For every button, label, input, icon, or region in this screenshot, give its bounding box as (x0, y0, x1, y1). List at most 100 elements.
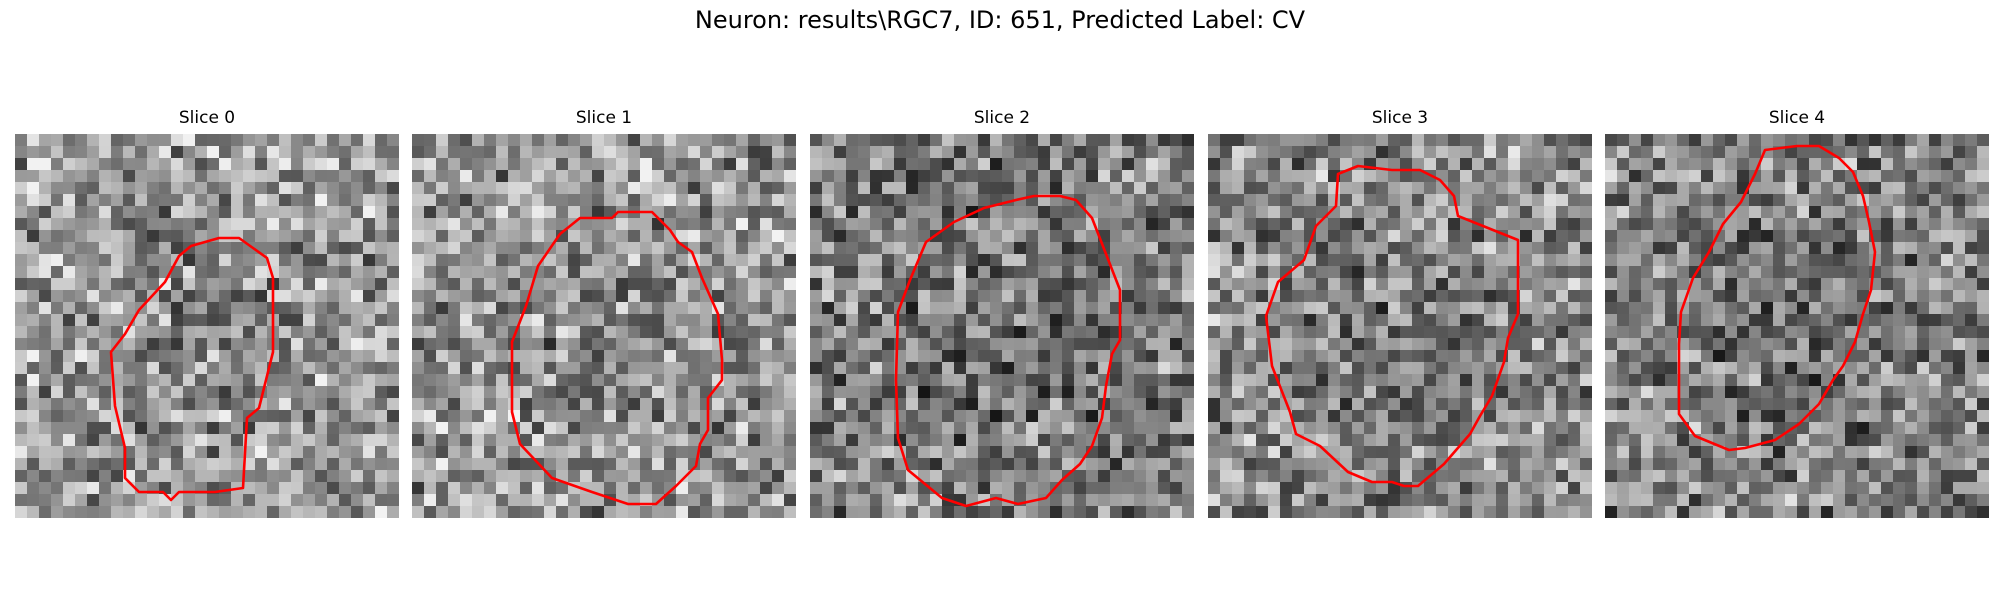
image-pixel (1098, 446, 1111, 459)
image-pixel (1400, 218, 1413, 231)
image-pixel (906, 458, 919, 471)
image-pixel (1352, 458, 1365, 471)
image-pixel (894, 134, 907, 147)
image-pixel (1220, 146, 1233, 159)
image-pixel (724, 350, 737, 363)
image-pixel (1062, 326, 1075, 339)
image-pixel (930, 386, 943, 399)
image-pixel (1472, 446, 1485, 459)
image-pixel (1412, 434, 1425, 447)
image-pixel (1436, 302, 1449, 315)
image-pixel (640, 266, 653, 279)
image-pixel (1376, 386, 1389, 399)
image-pixel (724, 218, 737, 231)
image-pixel (1520, 458, 1533, 471)
image-pixel (496, 206, 509, 219)
image-pixel (858, 446, 871, 459)
image-pixel (1653, 266, 1666, 279)
image-pixel (1556, 170, 1569, 183)
image-pixel (1809, 350, 1822, 363)
image-pixel (1809, 278, 1822, 291)
image-pixel (1158, 242, 1171, 255)
image-pixel (75, 506, 88, 518)
image-pixel (1304, 458, 1317, 471)
image-pixel (1376, 206, 1389, 219)
image-pixel (1400, 506, 1413, 518)
image-pixel (135, 350, 148, 363)
image-pixel (1725, 422, 1738, 435)
image-pixel (1388, 158, 1401, 171)
image-pixel (231, 506, 244, 518)
image-pixel (1002, 278, 1015, 291)
image-pixel (760, 158, 773, 171)
image-pixel (412, 182, 425, 195)
image-pixel (676, 170, 689, 183)
image-pixel (63, 242, 76, 255)
image-pixel (1122, 254, 1135, 267)
image-pixel (424, 338, 437, 351)
image-pixel (990, 410, 1003, 423)
image-pixel (171, 206, 184, 219)
image-pixel (1749, 242, 1762, 255)
image-pixel (387, 182, 399, 195)
image-pixel (1400, 158, 1413, 171)
image-pixel (39, 446, 52, 459)
image-pixel (1074, 374, 1087, 387)
image-pixel (243, 278, 256, 291)
image-pixel (1424, 410, 1437, 423)
image-pixel (1617, 182, 1630, 195)
image-pixel (303, 278, 316, 291)
image-pixel (75, 290, 88, 303)
image-pixel (1086, 314, 1099, 327)
image-pixel (676, 146, 689, 159)
image-pixel (592, 326, 605, 339)
image-pixel (1050, 254, 1063, 267)
image-pixel (822, 338, 835, 351)
image-pixel (1677, 230, 1690, 243)
image-pixel (1472, 398, 1485, 411)
image-pixel (1641, 374, 1654, 387)
image-pixel (1170, 470, 1183, 483)
image-pixel (966, 278, 979, 291)
image-pixel (363, 434, 376, 447)
image-pixel (1833, 410, 1846, 423)
image-pixel (784, 422, 796, 435)
image-pixel (760, 446, 773, 459)
image-pixel (966, 230, 979, 243)
image-pixel (520, 182, 533, 195)
image-pixel (1232, 470, 1245, 483)
image-pixel (760, 398, 773, 411)
image-pixel (219, 230, 232, 243)
image-pixel (279, 134, 292, 147)
image-pixel (1170, 350, 1183, 363)
image-pixel (243, 350, 256, 363)
image-pixel (1400, 170, 1413, 183)
image-pixel (616, 362, 629, 375)
image-pixel (1038, 146, 1051, 159)
image-pixel (858, 266, 871, 279)
image-pixel (1641, 254, 1654, 267)
image-pixel (930, 158, 943, 171)
image-pixel (1953, 398, 1966, 411)
image-pixel (1208, 326, 1221, 339)
image-pixel (1062, 146, 1075, 159)
image-pixel (1761, 206, 1774, 219)
image-pixel (906, 338, 919, 351)
image-pixel (1400, 266, 1413, 279)
image-pixel (1941, 434, 1954, 447)
image-pixel (1532, 230, 1545, 243)
image-pixel (1448, 470, 1461, 483)
image-pixel (1014, 386, 1027, 399)
image-pixel (1496, 254, 1509, 267)
image-pixel (1641, 134, 1654, 147)
image-pixel (628, 326, 641, 339)
image-pixel (1917, 182, 1930, 195)
image-pixel (219, 254, 232, 267)
image-pixel (159, 146, 172, 159)
image-pixel (1641, 182, 1654, 195)
image-pixel (1400, 434, 1413, 447)
image-pixel (1797, 446, 1810, 459)
image-pixel (159, 278, 172, 291)
image-pixel (1580, 194, 1592, 207)
image-pixel (544, 134, 557, 147)
